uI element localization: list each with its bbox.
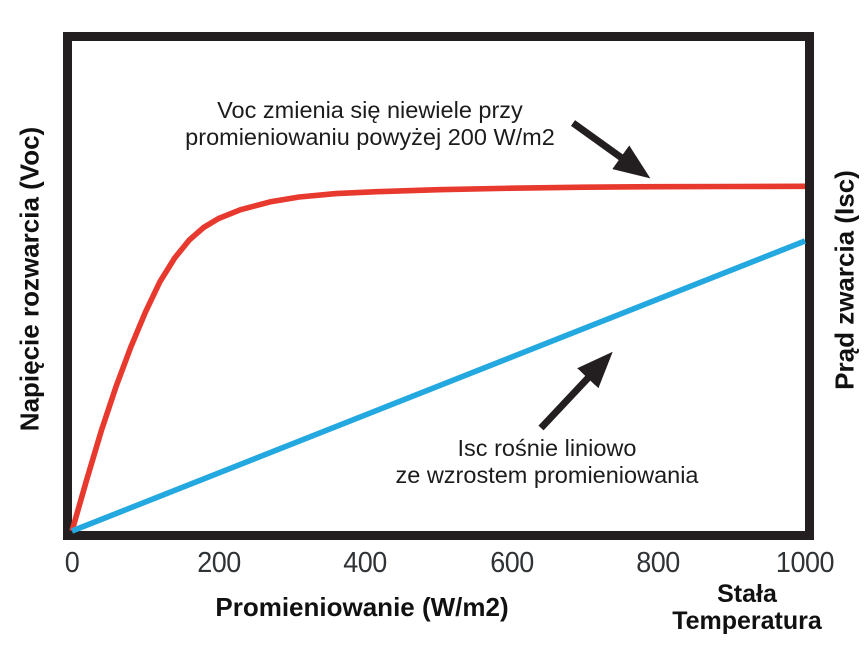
x-tick-1000: 1000 [775, 547, 835, 579]
x-tick-600: 600 [490, 547, 534, 579]
x-tick-800: 800 [636, 547, 680, 579]
x-axis-title: Promieniowanie (W/m2) [215, 592, 509, 622]
x-tick-0: 0 [64, 547, 80, 579]
isc-curve [70, 238, 807, 534]
y-axis-label-right: Prąd zwarcia (Isc) [829, 170, 860, 390]
x-tick-400: 400 [343, 547, 387, 579]
arrow-down-right-icon [570, 120, 651, 179]
x-tick-200: 200 [197, 547, 241, 579]
constant-temperature-note: Stała Temperatura [672, 580, 822, 635]
y-axis-label-left: Napięcie rozwarcia (Voc) [14, 126, 45, 432]
annotation-voc: Voc zmienia się niewiele przy promieniow… [185, 97, 555, 150]
arrow-up-right-icon [538, 351, 613, 431]
voc-curve [69, 183, 806, 532]
annotation-isc: Isc rośnie liniowo ze wzrostem promienio… [395, 435, 699, 488]
